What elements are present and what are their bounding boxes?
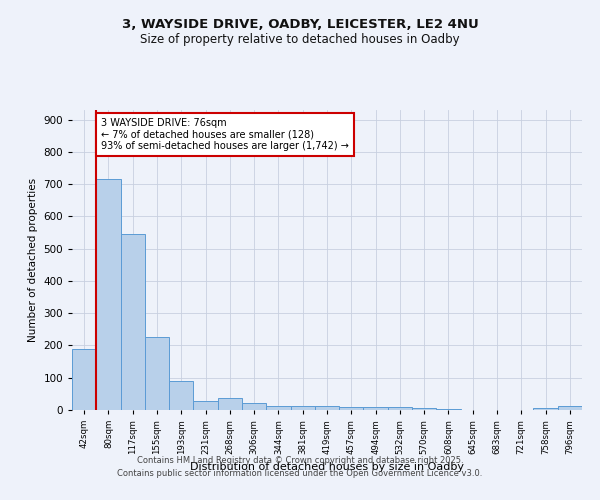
Bar: [96, 180, 121, 410]
Bar: [339, 407, 364, 410]
X-axis label: Distribution of detached houses by size in Oadby: Distribution of detached houses by size …: [190, 462, 464, 472]
Bar: [436, 409, 461, 410]
Bar: [72, 348, 96, 410]
Text: Size of property relative to detached houses in Oadby: Size of property relative to detached ho…: [140, 32, 460, 46]
Text: 3 WAYSIDE DRIVE: 76sqm
← 7% of detached houses are smaller (128)
93% of semi-det: 3 WAYSIDE DRIVE: 76sqm ← 7% of detached …: [101, 118, 349, 152]
Bar: [388, 407, 412, 410]
Y-axis label: Number of detached properties: Number of detached properties: [28, 178, 38, 342]
Bar: [315, 406, 339, 410]
Text: 3, WAYSIDE DRIVE, OADBY, LEICESTER, LE2 4NU: 3, WAYSIDE DRIVE, OADBY, LEICESTER, LE2 …: [122, 18, 478, 30]
Bar: [218, 398, 242, 410]
Text: Contains HM Land Registry data © Crown copyright and database right 2025.
Contai: Contains HM Land Registry data © Crown c…: [118, 456, 482, 477]
Bar: [266, 406, 290, 410]
Bar: [290, 406, 315, 410]
Bar: [145, 338, 169, 410]
Bar: [169, 381, 193, 410]
Bar: [242, 403, 266, 410]
Bar: [533, 408, 558, 410]
Bar: [412, 408, 436, 410]
Bar: [558, 406, 582, 410]
Bar: [193, 402, 218, 410]
Bar: [121, 234, 145, 410]
Bar: [364, 408, 388, 410]
